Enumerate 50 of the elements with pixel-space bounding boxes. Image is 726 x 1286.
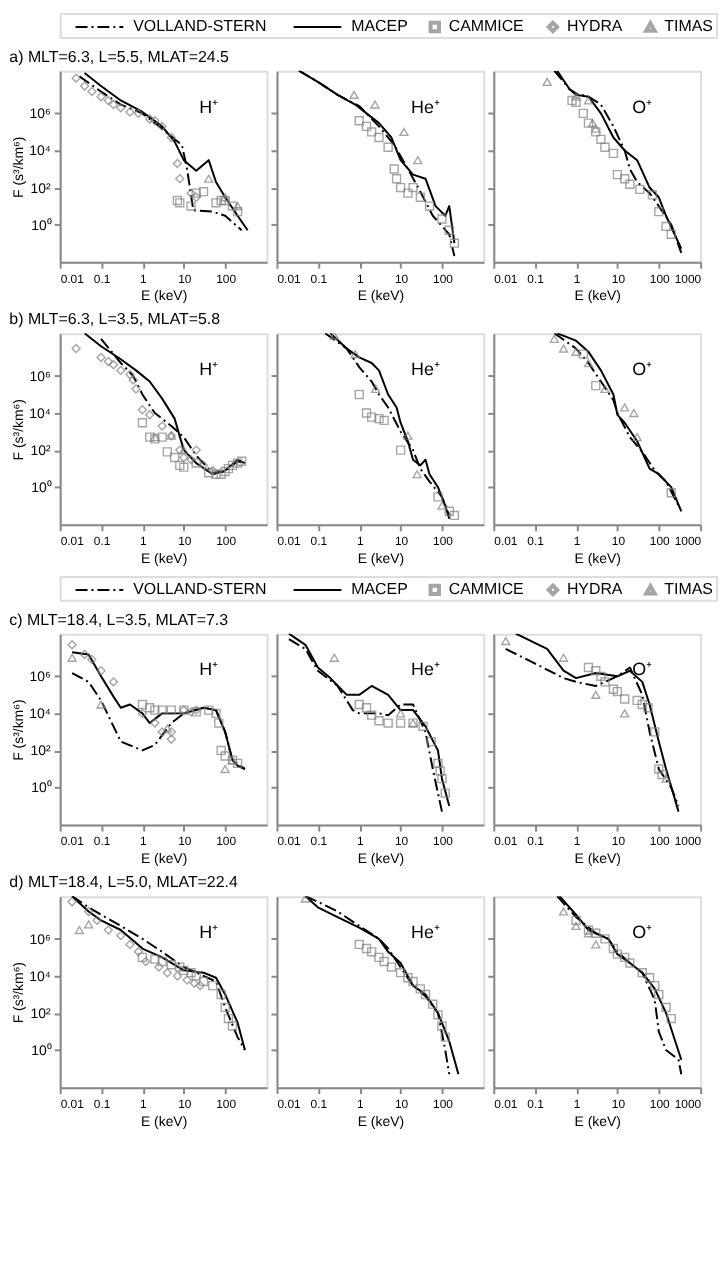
annotation: O⁺ [632,659,653,680]
annotation: He⁺ [410,96,440,117]
annotation: O⁺ [632,359,653,380]
legend-label: HYDRA [566,579,624,598]
annotation: H⁺ [199,659,219,680]
legend-label: CAMMICE [448,579,524,598]
point [654,764,664,774]
point [591,666,601,676]
point [620,694,630,704]
chart-title: b) MLT=6.3, L=3.5, MLAT=5.8 [9,310,222,329]
point [583,662,594,673]
legend-label: TIMAS [664,16,713,35]
legend-label: VOLLAND-STERN [133,16,267,35]
point [379,956,389,967]
chart-title: a) MLT=6.3, L=5.5, MLAT=24.5 [9,47,231,66]
annotation: H⁺ [199,96,219,117]
point [386,962,397,972]
annotation: He⁺ [410,921,440,942]
point [354,939,364,950]
point [643,703,653,713]
legend-label: MACEP [351,579,408,598]
point [415,984,426,994]
point [428,999,438,1009]
chart-title: d) MLT=18.4, L=5.0, MLAT=22.4 [9,873,239,892]
legend-label: VOLLAND-STERN [133,579,267,598]
point [374,952,384,963]
annotation: He⁺ [410,659,440,680]
annotation: H⁺ [199,359,219,380]
legend-label: MACEP [351,16,408,35]
point [608,684,619,694]
legend-label: CAMMICE [448,16,524,35]
annotation: He⁺ [410,359,440,380]
point [596,671,606,681]
point [420,989,431,1000]
point [650,727,660,737]
point [367,947,377,957]
annotation: O⁺ [632,96,653,117]
point [395,967,406,978]
legend-label: TIMAS [664,579,713,598]
point [433,1010,443,1020]
point [637,699,647,710]
point [403,973,413,983]
annotation: H⁺ [199,921,219,942]
point [361,943,372,954]
chart-title: c) MLT=18.4, L=3.5, MLAT=7.3 [9,610,230,629]
point [600,677,610,687]
point [632,695,642,706]
point [408,976,418,987]
legend-label: HYDRA [566,16,624,35]
annotation: O⁺ [632,921,653,942]
